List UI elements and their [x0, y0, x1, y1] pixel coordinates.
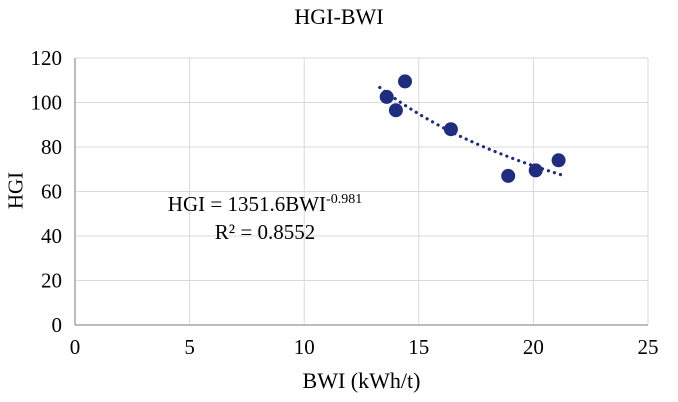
data-point	[443, 122, 458, 137]
r-squared: R² = 0.8552	[214, 220, 316, 245]
y-axis-label: HGI	[3, 171, 28, 210]
y-tick-label: 60	[41, 180, 62, 204]
y-tick-label: 0	[52, 313, 63, 337]
equation-exponent: -0.981	[326, 192, 363, 207]
x-tick-label: 25	[638, 335, 659, 359]
equation-line: HGI = 1351.6BWI-0.981	[148, 190, 382, 218]
y-tick-label: 80	[41, 135, 62, 159]
y-tick-label: 40	[41, 224, 62, 248]
x-tick-label: 20	[523, 335, 544, 359]
data-point	[398, 74, 412, 89]
y-tick-label: 120	[31, 46, 63, 70]
x-tick-label: 5	[184, 335, 195, 359]
x-tick-label: 15	[408, 335, 429, 359]
x-axis-label: BWI (kWh/t)	[302, 368, 421, 393]
data-point	[388, 103, 403, 118]
y-tick-label: 100	[31, 91, 63, 115]
x-tick-label: 10	[294, 335, 315, 359]
data-point	[501, 168, 516, 183]
chart-title: HGI-BWI	[294, 4, 384, 29]
trendline-equation: HGI = 1351.6BWI-0.981 R² = 0.8552	[148, 190, 382, 247]
trendline	[378, 85, 567, 178]
data-point	[379, 89, 394, 104]
x-tick-label: 0	[70, 335, 81, 359]
data-point	[551, 153, 566, 168]
data-point	[528, 163, 543, 178]
equation-base: HGI = 1351.6BWI	[167, 192, 327, 216]
y-tick-label: 20	[41, 269, 62, 293]
